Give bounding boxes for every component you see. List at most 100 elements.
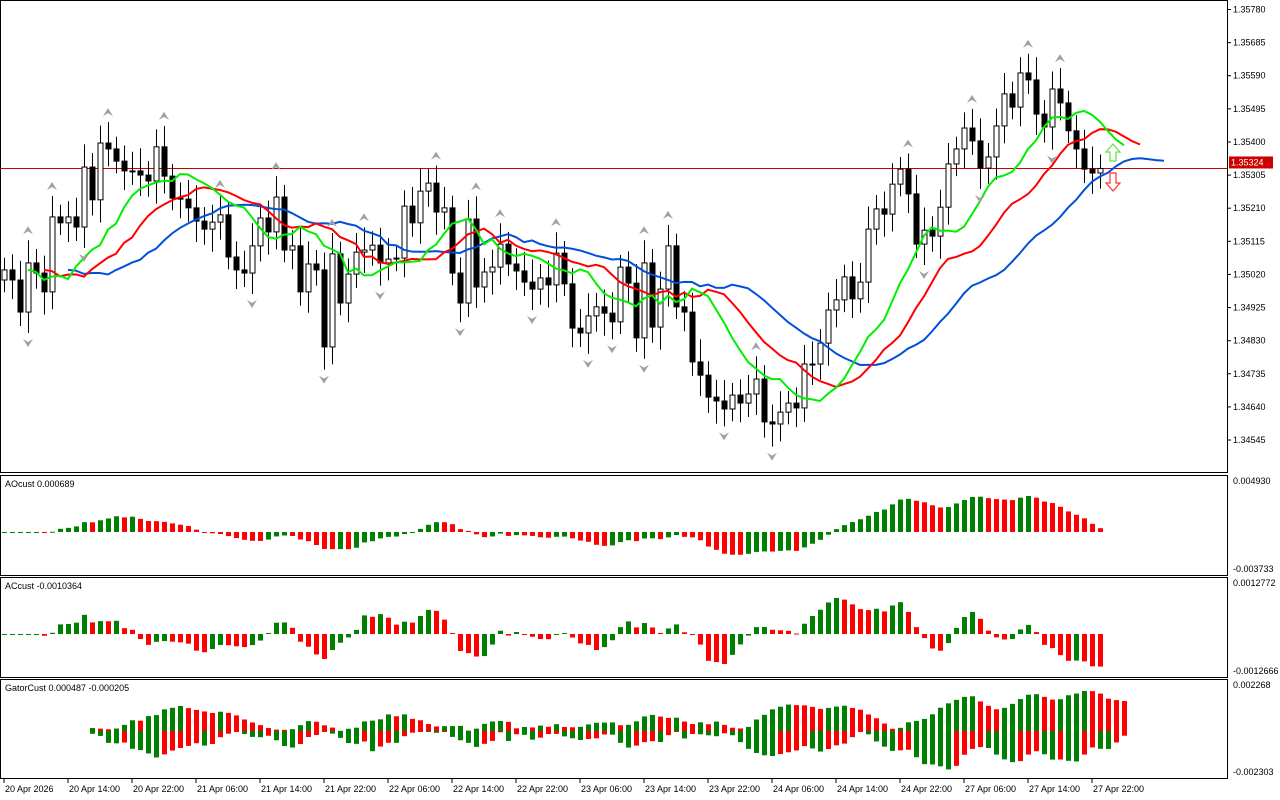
fractal-up-icon [159,111,169,120]
ac-bar [634,627,639,634]
candle [881,191,888,237]
candle [1001,72,1008,144]
ac-bar [586,634,591,645]
gator-upper-bar [330,727,335,731]
candle-body [921,229,928,245]
gator-upper-bar [1074,693,1079,731]
gator-upper-bar [1026,694,1031,731]
gator-min-label: -0.002303 [1233,767,1274,777]
ao-bar [1018,497,1023,532]
gator-lower-bar [778,731,783,754]
gator-panel[interactable] [90,691,1127,770]
gator-upper-bar [162,709,167,731]
candle [977,118,984,190]
gator-lower-bar [282,731,287,746]
ao-bar [826,532,831,535]
ac-bar [818,609,823,634]
candle [473,196,480,308]
ac-bar [282,622,287,634]
candle [833,278,840,328]
candle [113,136,120,174]
gator-upper-bar [474,728,479,731]
ac-bar [258,634,263,641]
gator-lower-bar [754,731,759,753]
ac-bar [1090,634,1095,667]
gator-upper-bar [442,726,447,731]
gator-lower-bar [290,731,295,748]
candle [689,292,696,376]
ac-min-label: -0.0012666 [1233,666,1279,676]
ac-bar [74,622,79,634]
candle-body [497,243,504,268]
ao-bar [626,532,631,541]
candle-body [433,182,440,213]
gator-upper-bar [834,706,839,731]
gator-upper-bar [938,707,943,731]
gator-lower-bar [170,731,175,751]
ao-bar [1090,523,1095,532]
ao-bar [842,525,847,532]
y-tick-label: 1.35210 [1233,203,1266,213]
gator-lower-bar [786,731,791,753]
ao-bar [154,521,159,532]
ao-bar [186,526,191,532]
ac-bar [1074,634,1079,661]
ao-bar [394,532,399,537]
gator-lower-bar [202,731,207,746]
candle-body [137,170,144,176]
candle-body [105,142,112,150]
candle [761,365,768,438]
gator-upper-bar [1058,699,1063,731]
candle-body [929,229,936,237]
fractal-down-icon [319,375,329,384]
ao-bar [98,520,103,532]
ac-bar [274,622,279,634]
gator-upper-bar [826,707,831,731]
ao-bar [10,532,15,533]
y-tick-label: 1.35780 [1233,5,1266,15]
candle-body [881,208,888,215]
gator-lower-bar [186,731,191,746]
ao-panel[interactable] [2,496,1103,555]
gator-upper-bar [658,716,663,731]
gator-upper-bar [1010,703,1015,731]
candle-body [1089,168,1096,174]
gator-lower-bar [498,731,503,733]
fractal-up-icon [495,209,505,218]
candle [185,179,192,222]
ao-bar [114,516,119,532]
candle-body [217,214,224,223]
gator-lower-bar [890,731,895,751]
y-tick-label: 1.34925 [1233,303,1266,313]
candle [73,197,80,241]
price-panel[interactable] [0,39,1227,461]
ac-bar [290,627,295,634]
gator-lower-bar [234,731,239,732]
gator-lower-bar [698,731,703,735]
ac-bar [26,634,31,635]
gator-lower-bar [770,731,775,757]
gator-lower-bar [626,731,631,748]
candle-body [897,168,904,185]
gator-upper-bar [1114,700,1119,731]
x-tick-label: 20 Apr 22:00 [133,784,184,794]
ac-bar [106,621,111,634]
candle-body [833,299,840,311]
ao-bar [882,509,887,532]
candle-body [577,327,584,334]
candle [1057,68,1064,121]
ac-bar [1034,632,1039,634]
ao-bar [906,498,911,532]
ac-bar [858,609,863,634]
gator-lower-bar [834,731,839,746]
ao-bar [498,532,503,534]
x-tick-label: 24 Apr 14:00 [837,784,888,794]
candle [897,156,904,197]
candle-body [729,394,736,410]
ac-bar [618,627,623,634]
ac-bar [130,629,135,634]
candle-body [385,258,392,264]
ao-bar [778,532,783,551]
ac-panel[interactable] [2,598,1103,667]
